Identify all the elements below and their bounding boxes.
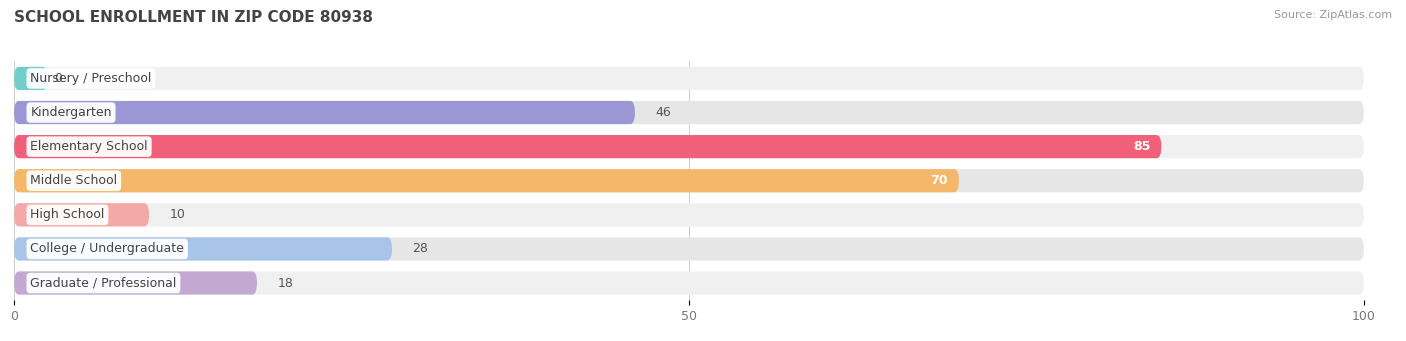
Text: 70: 70 bbox=[931, 174, 948, 187]
FancyBboxPatch shape bbox=[14, 101, 636, 124]
FancyBboxPatch shape bbox=[14, 169, 959, 192]
FancyBboxPatch shape bbox=[14, 203, 149, 226]
FancyBboxPatch shape bbox=[14, 67, 1364, 90]
Text: 10: 10 bbox=[169, 208, 186, 221]
FancyBboxPatch shape bbox=[14, 271, 1364, 295]
FancyBboxPatch shape bbox=[14, 237, 1364, 261]
Text: Elementary School: Elementary School bbox=[31, 140, 148, 153]
Text: 28: 28 bbox=[412, 242, 427, 255]
Text: 46: 46 bbox=[655, 106, 671, 119]
FancyBboxPatch shape bbox=[14, 101, 1364, 124]
Text: High School: High School bbox=[31, 208, 104, 221]
Text: College / Undergraduate: College / Undergraduate bbox=[31, 242, 184, 255]
Text: 18: 18 bbox=[277, 277, 292, 290]
FancyBboxPatch shape bbox=[14, 237, 392, 261]
Text: Source: ZipAtlas.com: Source: ZipAtlas.com bbox=[1274, 10, 1392, 20]
FancyBboxPatch shape bbox=[14, 169, 1364, 192]
Text: Graduate / Professional: Graduate / Professional bbox=[31, 277, 177, 290]
FancyBboxPatch shape bbox=[14, 67, 48, 90]
Text: 85: 85 bbox=[1133, 140, 1150, 153]
Text: Middle School: Middle School bbox=[31, 174, 117, 187]
Text: Nursery / Preschool: Nursery / Preschool bbox=[31, 72, 152, 85]
Text: 0: 0 bbox=[55, 72, 62, 85]
Text: SCHOOL ENROLLMENT IN ZIP CODE 80938: SCHOOL ENROLLMENT IN ZIP CODE 80938 bbox=[14, 10, 373, 25]
Text: Kindergarten: Kindergarten bbox=[31, 106, 111, 119]
FancyBboxPatch shape bbox=[14, 203, 1364, 226]
FancyBboxPatch shape bbox=[14, 135, 1364, 158]
FancyBboxPatch shape bbox=[14, 135, 1161, 158]
FancyBboxPatch shape bbox=[14, 271, 257, 295]
